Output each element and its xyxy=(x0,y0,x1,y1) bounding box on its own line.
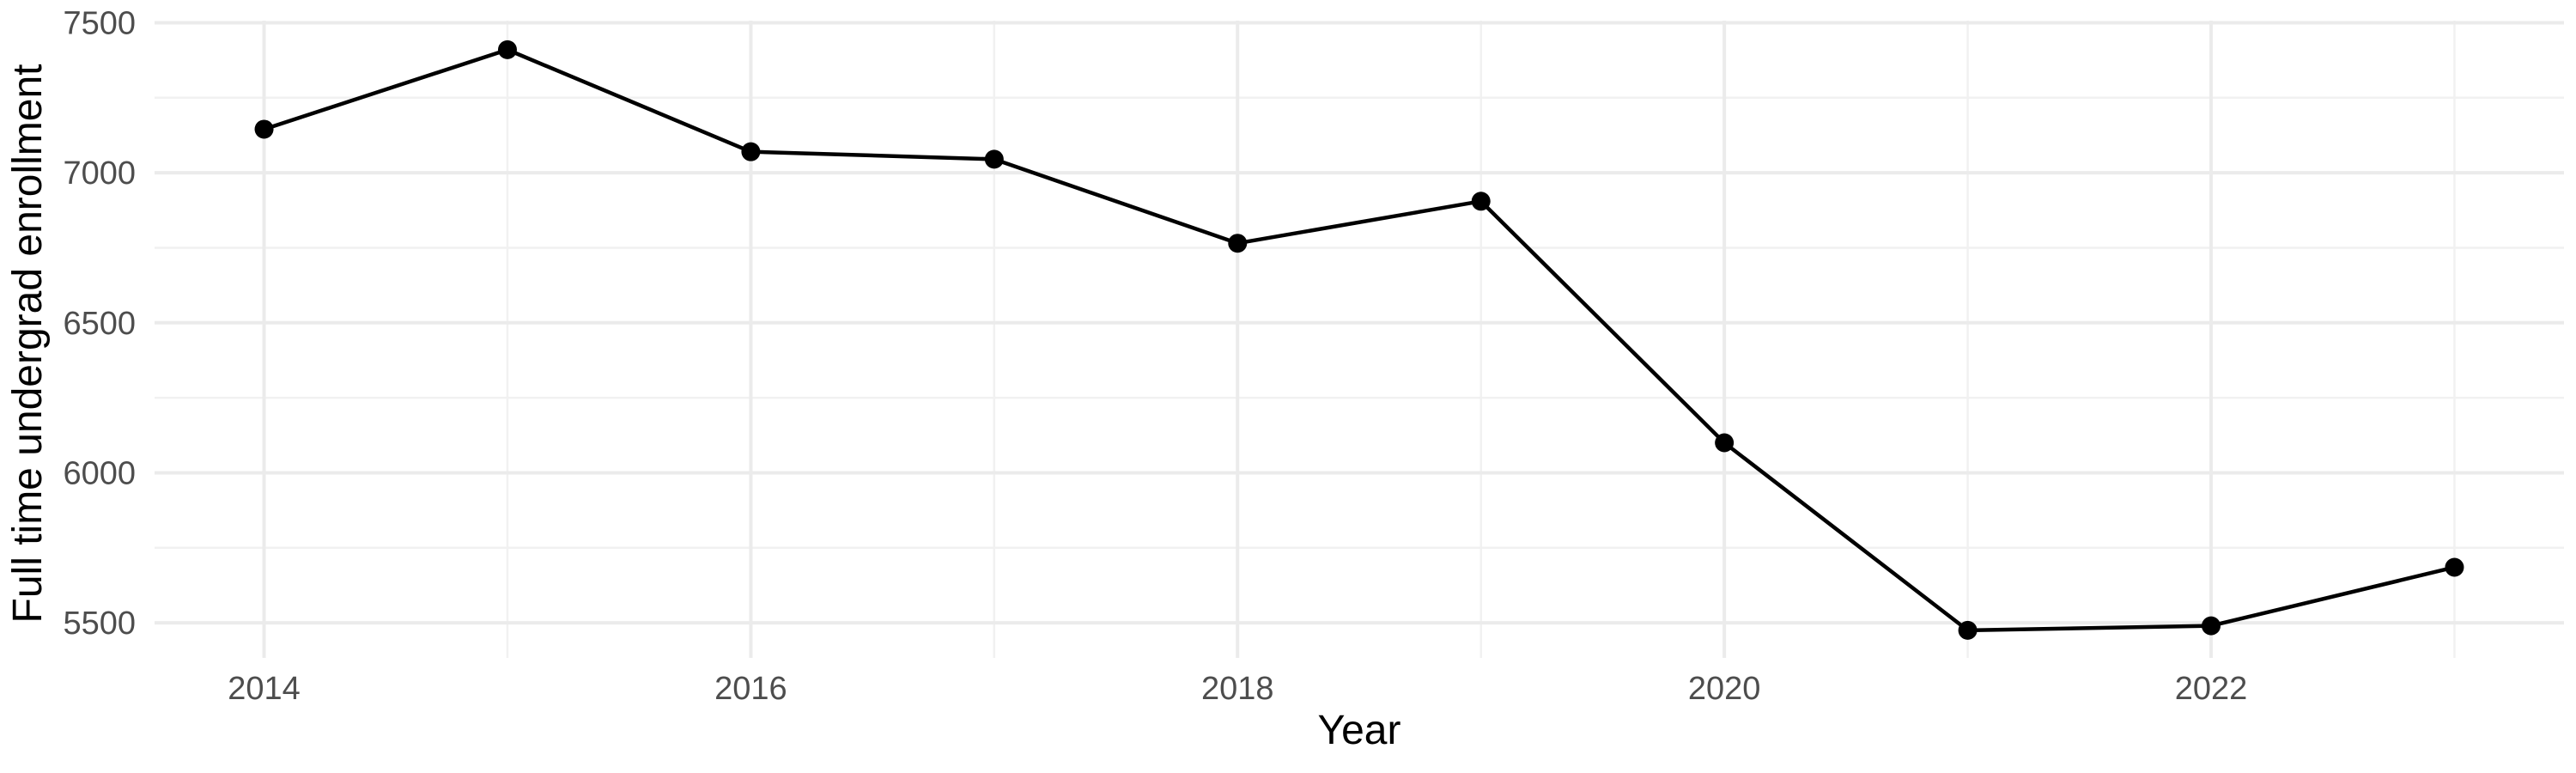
x-tick-label-2016: 2016 xyxy=(714,671,787,707)
y-tick-label-6000: 6000 xyxy=(63,455,136,491)
gridlines-major xyxy=(155,21,2564,658)
x-tick-label-2020: 2020 xyxy=(1688,671,1761,707)
data-point-2014 xyxy=(254,119,274,139)
y-axis-title: Full time undergrad enrollment xyxy=(5,64,51,624)
y-tick-label-7500: 7500 xyxy=(63,5,136,41)
y-tick-label-7000: 7000 xyxy=(63,155,136,192)
x-tick-label-2022: 2022 xyxy=(2175,671,2248,707)
y-axis-tick-labels: 5500 6000 6500 7000 7500 xyxy=(63,5,136,642)
data-point-2019 xyxy=(1471,192,1491,211)
x-tick-label-2014: 2014 xyxy=(228,671,301,707)
series-points xyxy=(254,40,2464,640)
series-line xyxy=(262,47,2457,633)
data-point-2017 xyxy=(984,149,1004,169)
x-axis-title: Year xyxy=(1318,708,1401,753)
data-point-2018 xyxy=(1228,234,1248,253)
data-point-2022 xyxy=(2202,616,2221,636)
data-point-2021 xyxy=(1958,620,1978,640)
data-point-2020 xyxy=(1715,433,1735,453)
x-axis-tick-labels: 2014 2016 2018 2020 2022 xyxy=(228,671,2247,707)
gridlines-minor xyxy=(155,21,2564,658)
y-tick-label-6500: 6500 xyxy=(63,306,136,342)
x-tick-label-2018: 2018 xyxy=(1201,671,1274,707)
data-point-2023 xyxy=(2445,557,2464,577)
data-point-2015 xyxy=(497,40,517,59)
y-tick-label-5500: 5500 xyxy=(63,606,136,642)
data-point-2016 xyxy=(741,142,761,161)
